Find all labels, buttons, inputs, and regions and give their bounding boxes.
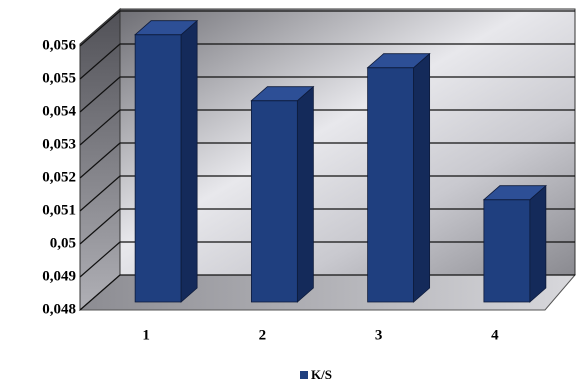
y-tick-label: 0,05	[50, 235, 76, 251]
bar	[482, 184, 547, 303]
bar-top	[250, 86, 315, 102]
x-tick-label: 2	[259, 327, 267, 343]
grid-line	[79, 10, 575, 47]
y-tick-label: 0,049	[42, 268, 76, 284]
bar-front	[483, 199, 531, 303]
bar-top	[134, 20, 199, 36]
bar	[134, 19, 199, 303]
bar-front	[250, 100, 298, 303]
bar-side	[296, 85, 314, 303]
y-tick-label: 0,056	[42, 37, 76, 53]
y-tick-label: 0,048	[42, 301, 76, 317]
x-tick-label: 1	[142, 327, 150, 343]
y-tick-label: 0,054	[42, 103, 76, 119]
y-tick-label: 0,055	[42, 70, 76, 86]
y-tick-label: 0,051	[42, 202, 76, 218]
x-tick-label: 3	[375, 327, 383, 343]
bar	[366, 52, 431, 303]
legend-label: K/S	[311, 367, 332, 382]
bar-top	[482, 185, 547, 201]
bar-side	[180, 19, 198, 303]
bar-top	[366, 53, 431, 69]
x-tick-label: 4	[491, 327, 499, 343]
bar-front	[134, 34, 182, 303]
bar-side	[529, 184, 547, 303]
grid-line	[79, 43, 575, 80]
y-tick-label: 0,052	[42, 169, 76, 185]
legend-swatch	[300, 371, 308, 379]
side-wall	[79, 7, 121, 312]
bar-side	[413, 52, 431, 303]
bar-front	[367, 67, 415, 303]
bar	[250, 85, 315, 303]
y-tick-label: 0,053	[42, 136, 76, 152]
